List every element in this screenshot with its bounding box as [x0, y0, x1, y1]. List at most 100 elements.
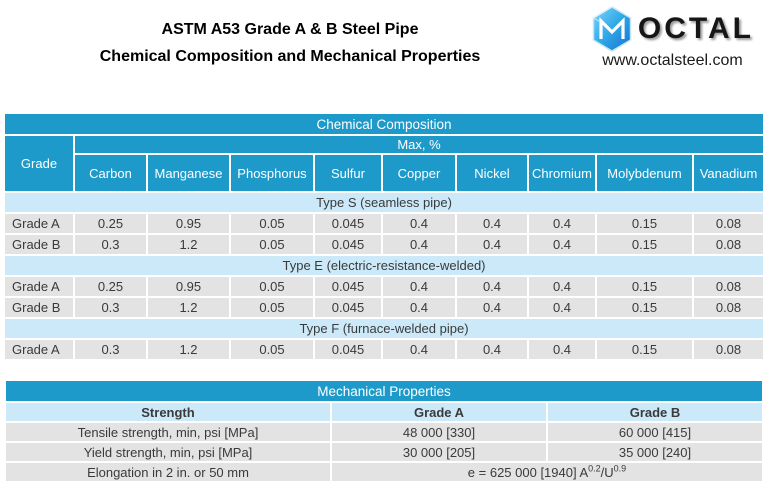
col-header-molybdenum: Molybdenum	[597, 155, 692, 191]
value-cell: 0.08	[694, 235, 763, 254]
property-label: Tensile strength, min, psi [MPa]	[6, 423, 330, 441]
value-cell: 35 000 [240]	[548, 443, 762, 461]
page-title: ASTM A53 Grade A & B Steel Pipe Chemical…	[28, 16, 552, 70]
title-line-2: Chemical Composition and Mechanical Prop…	[99, 48, 481, 65]
value-cell: 0.4	[383, 340, 455, 359]
value-cell: 0.15	[597, 235, 692, 254]
logo-text: OCTAL	[637, 12, 754, 45]
grade-cell: Grade B	[5, 298, 73, 317]
table-row: Elongation in 2 in. or 50 mm e = 625 000…	[6, 463, 762, 481]
value-cell: 0.05	[231, 298, 313, 317]
value-cell: 0.4	[529, 340, 595, 359]
title-line-1: ASTM A53 Grade A & B Steel Pipe	[161, 21, 419, 38]
chemical-table-title: Chemical Composition	[5, 114, 763, 134]
value-cell: 0.045	[315, 214, 381, 233]
logo: OCTAL www.octalsteel.com	[591, 6, 754, 70]
col-header-carbon: Carbon	[75, 155, 146, 191]
value-cell: 30 000 [205]	[332, 443, 546, 461]
value-cell: 0.4	[383, 214, 455, 233]
col-header-sulfur: Sulfur	[315, 155, 381, 191]
mechanical-properties-table: Mechanical Properties Strength Grade A G…	[4, 379, 764, 483]
value-cell: 0.045	[315, 277, 381, 296]
value-cell: 0.15	[597, 214, 692, 233]
value-cell: 0.4	[457, 235, 527, 254]
value-cell: 0.95	[148, 277, 229, 296]
grade-column-header: Grade	[5, 136, 73, 191]
value-cell: 0.4	[383, 298, 455, 317]
value-cell: 0.3	[75, 298, 146, 317]
value-cell: 1.2	[148, 340, 229, 359]
value-cell: 0.4	[529, 298, 595, 317]
grade-cell: Grade B	[5, 235, 73, 254]
chemical-composition-table: Chemical Composition Grade Max, % Carbon…	[3, 112, 765, 361]
grade-cell: Grade A	[5, 214, 73, 233]
formula-exponent-u: 0.9	[613, 463, 627, 474]
value-cell: 0.08	[694, 298, 763, 317]
value-cell: 0.05	[231, 235, 313, 254]
value-cell: 0.25	[75, 277, 146, 296]
col-header-chromium: Chromium	[529, 155, 595, 191]
octal-hexagon-icon	[592, 6, 632, 52]
formula-mid: /U	[600, 464, 614, 480]
col-header-phosphorus: Phosphorus	[231, 155, 313, 191]
grade-cell: Grade A	[5, 340, 73, 359]
max-percent-header: Max, %	[75, 136, 763, 153]
table-row: Grade B 0.3 1.2 0.05 0.045 0.4 0.4 0.4 0…	[5, 235, 763, 254]
value-cell: 0.25	[75, 214, 146, 233]
property-label: Yield strength, min, psi [MPa]	[6, 443, 330, 461]
value-cell: 0.08	[694, 214, 763, 233]
col-header-copper: Copper	[383, 155, 455, 191]
logo-row: OCTAL	[591, 6, 754, 52]
value-cell: 0.4	[529, 235, 595, 254]
mechanical-table-title: Mechanical Properties	[6, 381, 762, 401]
col-header-vanadium: Vanadium	[694, 155, 763, 191]
table-row: Tensile strength, min, psi [MPa] 48 000 …	[6, 423, 762, 441]
value-cell: 0.3	[75, 340, 146, 359]
grade-cell: Grade A	[5, 277, 73, 296]
page-header: ASTM A53 Grade A & B Steel Pipe Chemical…	[0, 0, 768, 112]
value-cell: 1.2	[148, 235, 229, 254]
value-cell: 0.045	[315, 340, 381, 359]
table-row: Grade A 0.25 0.95 0.05 0.045 0.4 0.4 0.4…	[5, 277, 763, 296]
formula-prefix: e = 625 000 [1940] A	[467, 464, 589, 480]
value-cell: 0.05	[231, 214, 313, 233]
value-cell: 0.045	[315, 235, 381, 254]
value-cell: 0.4	[529, 214, 595, 233]
value-cell: 0.3	[75, 235, 146, 254]
value-cell: 0.4	[383, 277, 455, 296]
value-cell: 0.15	[597, 277, 692, 296]
value-cell: 60 000 [415]	[548, 423, 762, 441]
value-cell: 0.05	[231, 340, 313, 359]
value-cell: 0.08	[694, 277, 763, 296]
elongation-formula: e = 625 000 [1940] A0.2/U0.9	[332, 463, 762, 481]
value-cell: 1.2	[148, 298, 229, 317]
value-cell: 0.15	[597, 340, 692, 359]
col-header-grade-a: Grade A	[332, 403, 546, 421]
value-cell: 0.05	[231, 277, 313, 296]
value-cell: 0.15	[597, 298, 692, 317]
table-row: Grade A 0.25 0.95 0.05 0.045 0.4 0.4 0.4…	[5, 214, 763, 233]
col-header-nickel: Nickel	[457, 155, 527, 191]
section-header-type-s: Type S (seamless pipe)	[5, 193, 763, 212]
value-cell: 0.95	[148, 214, 229, 233]
value-cell: 0.4	[457, 340, 527, 359]
value-cell: 0.045	[315, 298, 381, 317]
table-row: Grade B 0.3 1.2 0.05 0.045 0.4 0.4 0.4 0…	[5, 298, 763, 317]
section-header-type-e: Type E (electric-resistance-welded)	[5, 256, 763, 275]
value-cell: 0.4	[529, 277, 595, 296]
col-header-strength: Strength	[6, 403, 330, 421]
table-row: Yield strength, min, psi [MPa] 30 000 [2…	[6, 443, 762, 461]
value-cell: 0.4	[457, 214, 527, 233]
value-cell: 48 000 [330]	[332, 423, 546, 441]
value-cell: 0.4	[383, 235, 455, 254]
table-row: Grade A 0.3 1.2 0.05 0.045 0.4 0.4 0.4 0…	[5, 340, 763, 359]
formula-exponent-a: 0.2	[588, 463, 601, 474]
col-header-grade-b: Grade B	[548, 403, 762, 421]
logo-website: www.octalsteel.com	[602, 52, 743, 69]
value-cell: 0.4	[457, 277, 527, 296]
value-cell: 0.08	[694, 340, 763, 359]
col-header-manganese: Manganese	[148, 155, 229, 191]
section-header-type-f: Type F (furnace-welded pipe)	[5, 319, 763, 338]
value-cell: 0.4	[457, 298, 527, 317]
property-label: Elongation in 2 in. or 50 mm	[6, 463, 330, 481]
